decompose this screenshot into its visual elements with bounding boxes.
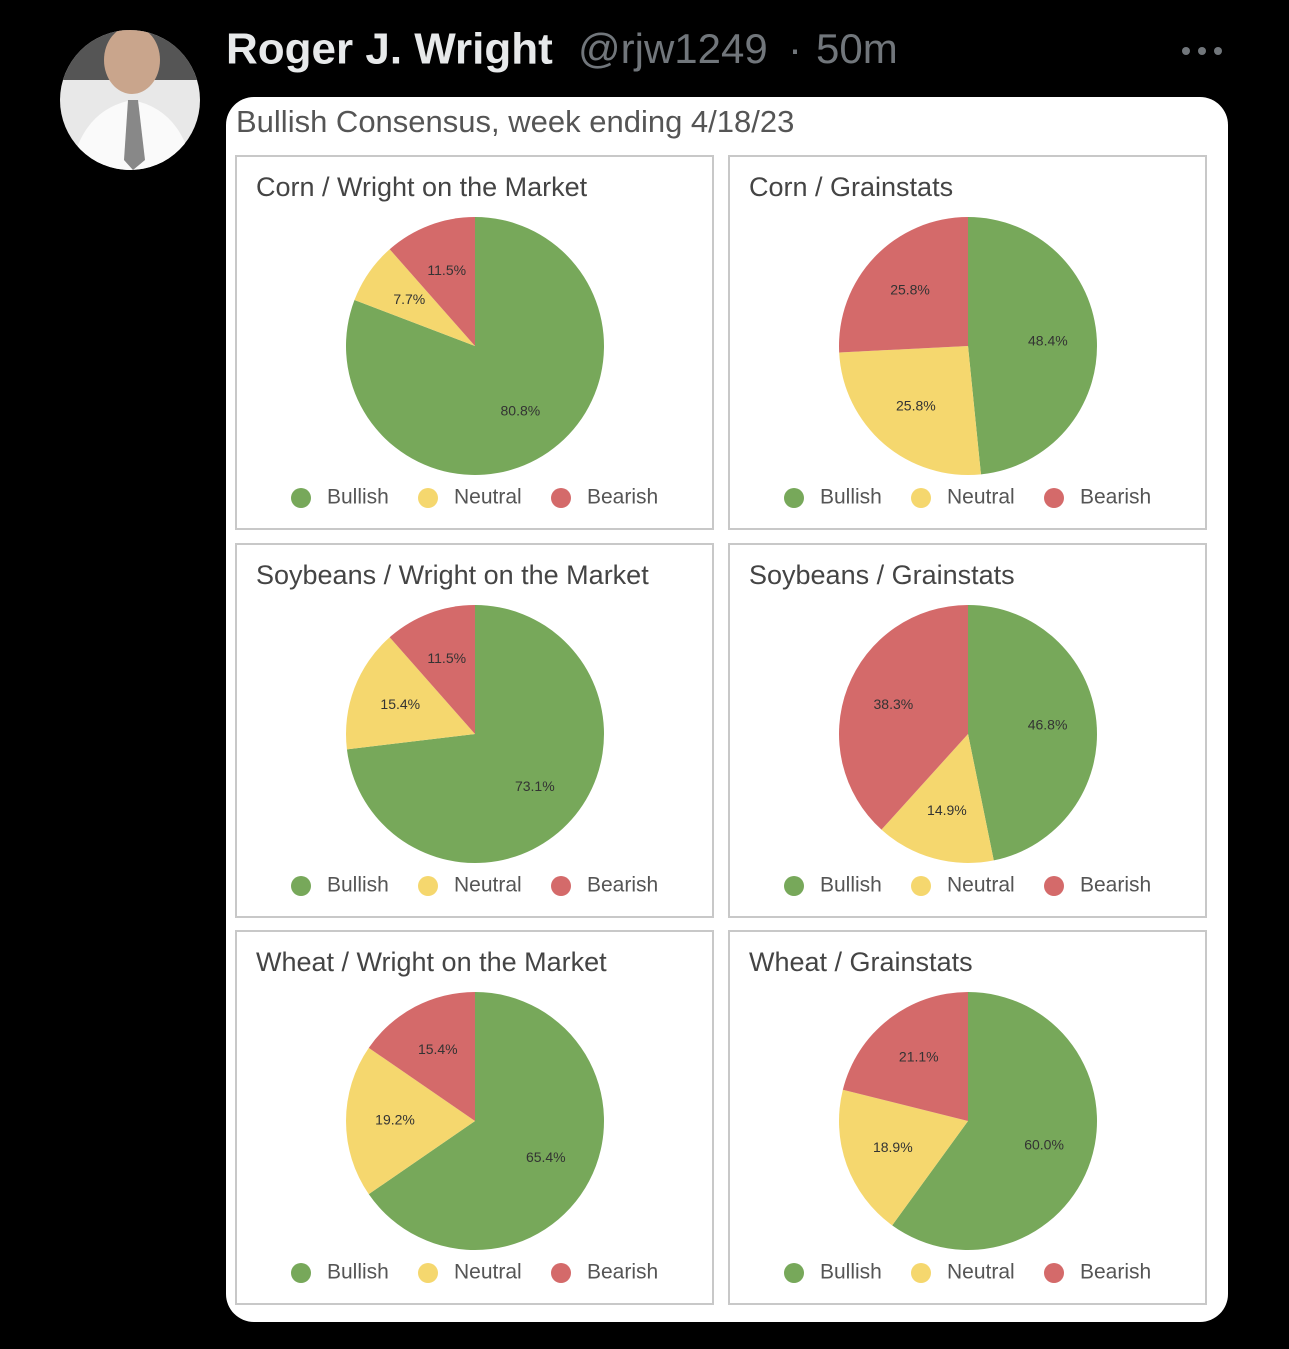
legend-label: Neutral bbox=[454, 874, 522, 897]
pie-chart: Soybeans / Grainstats 46.8% 14.9% 38.3% Bull… bbox=[728, 543, 1207, 918]
legend-marker bbox=[551, 876, 571, 896]
chart-title: Soybeans / Grainstats bbox=[749, 560, 1015, 590]
pie-slice bbox=[842, 992, 968, 1121]
pie-chart: Soybeans / Wright on the Market 73.1% 15.4… bbox=[235, 543, 714, 918]
legend-label: Bearish bbox=[1080, 874, 1151, 897]
separator: · bbox=[788, 25, 802, 72]
legend-label: Bullish bbox=[820, 1261, 882, 1284]
pie-slice bbox=[346, 637, 475, 750]
legend-marker bbox=[784, 1263, 804, 1283]
legend-label: Bullish bbox=[327, 874, 389, 897]
legend-marker bbox=[784, 876, 804, 896]
legend-label: Bearish bbox=[587, 874, 658, 897]
legend-label: Bullish bbox=[327, 1261, 389, 1284]
slice-label: 38.3% bbox=[874, 696, 914, 712]
pie-slice bbox=[368, 992, 475, 1121]
pie-slice bbox=[881, 734, 994, 863]
pie-chart: Wheat / Wright on the Market 65.4% 19.2% 15… bbox=[235, 930, 714, 1305]
legend-marker bbox=[418, 488, 438, 508]
more-menu[interactable] bbox=[1182, 47, 1222, 55]
legend-label: Neutral bbox=[947, 874, 1015, 897]
slice-label: 15.4% bbox=[418, 1041, 458, 1057]
legend-marker bbox=[418, 876, 438, 896]
legend-marker bbox=[911, 488, 931, 508]
pie-slice bbox=[968, 217, 1098, 475]
pie-slice bbox=[389, 605, 475, 734]
slice-label: 60.0% bbox=[1024, 1136, 1064, 1152]
legend-marker bbox=[291, 488, 311, 508]
timestamp[interactable]: 50m bbox=[816, 25, 898, 72]
legend-marker bbox=[551, 1263, 571, 1283]
legend-label: Bullish bbox=[820, 874, 882, 897]
pie-slice bbox=[892, 992, 1098, 1250]
pie-slice bbox=[368, 992, 604, 1250]
pie-chart: Corn / Grainstats 48.4% 25.8% 25.8% Bullish N… bbox=[728, 155, 1207, 530]
chart-title: Soybeans / Wright on the Market bbox=[256, 560, 649, 590]
chart-title: Wheat / Wright on the Market bbox=[256, 947, 607, 977]
image-title: Bullish Consensus, week ending 4/18/23 bbox=[236, 104, 794, 139]
author-name[interactable]: Roger J. Wright bbox=[226, 25, 553, 74]
charts: Corn / Wright on the Market80.8%7.7%11.5… bbox=[235, 155, 1207, 1305]
pie-slice bbox=[968, 605, 1097, 861]
pie-slice bbox=[346, 217, 605, 475]
slice-label: 21.1% bbox=[899, 1049, 939, 1065]
legend-label: Bullish bbox=[820, 486, 882, 509]
legend-label: Bearish bbox=[1080, 486, 1151, 509]
legend-label: Bearish bbox=[587, 486, 658, 509]
legend-label: Neutral bbox=[947, 1261, 1015, 1284]
pie-slice bbox=[346, 605, 604, 864]
slice-label: 11.5% bbox=[427, 262, 466, 278]
legend-marker bbox=[551, 488, 571, 508]
avatar[interactable] bbox=[60, 26, 200, 175]
legend-marker bbox=[911, 1263, 931, 1283]
slice-label: 15.4% bbox=[380, 696, 420, 712]
legend-marker bbox=[1044, 1263, 1064, 1283]
pie-slice bbox=[839, 605, 968, 830]
pie-slice bbox=[389, 217, 475, 346]
legend-label: Neutral bbox=[454, 1261, 522, 1284]
slice-label: 11.5% bbox=[427, 650, 466, 666]
slice-label: 73.1% bbox=[515, 778, 555, 794]
slice-label: 18.9% bbox=[873, 1139, 913, 1155]
chart-title: Corn / Grainstats bbox=[749, 172, 953, 202]
pie-slice bbox=[354, 249, 475, 346]
pie-slice bbox=[839, 217, 968, 353]
slice-label: 25.8% bbox=[896, 397, 936, 413]
pie-slice bbox=[345, 1047, 475, 1195]
legend-marker bbox=[911, 876, 931, 896]
slice-label: 25.8% bbox=[890, 282, 930, 298]
slice-label: 14.9% bbox=[927, 802, 967, 818]
legend-marker bbox=[291, 876, 311, 896]
legend-marker bbox=[291, 1263, 311, 1283]
legend-label: Bullish bbox=[327, 486, 389, 509]
legend-marker bbox=[1044, 876, 1064, 896]
legend-label: Bearish bbox=[587, 1261, 658, 1284]
legend-marker bbox=[784, 488, 804, 508]
chart-title: Corn / Wright on the Market bbox=[256, 172, 588, 202]
pie-chart: Wheat / Grainstats 60.0% 18.9% 21.1% Bullish… bbox=[728, 930, 1207, 1305]
slice-label: 48.4% bbox=[1028, 333, 1068, 349]
legend-marker bbox=[1044, 488, 1064, 508]
legend-marker bbox=[418, 1263, 438, 1283]
author-handle[interactable]: @rjw1249 bbox=[578, 25, 768, 72]
chart-title: Wheat / Grainstats bbox=[749, 947, 973, 977]
slice-label: 7.7% bbox=[393, 291, 425, 307]
legend-label: Neutral bbox=[947, 486, 1015, 509]
legend-label: Bearish bbox=[1080, 1261, 1151, 1284]
slice-label: 46.8% bbox=[1028, 717, 1068, 733]
pie-slice bbox=[839, 1089, 968, 1226]
slice-label: 80.8% bbox=[501, 403, 541, 419]
pie-slice bbox=[839, 346, 981, 476]
pie-chart: Corn / Wright on the Market 80.8% 7.7%11.5… bbox=[235, 155, 714, 530]
slice-label: 19.2% bbox=[375, 1112, 415, 1128]
legend-label: Neutral bbox=[454, 486, 522, 509]
slice-label: 65.4% bbox=[526, 1149, 566, 1165]
